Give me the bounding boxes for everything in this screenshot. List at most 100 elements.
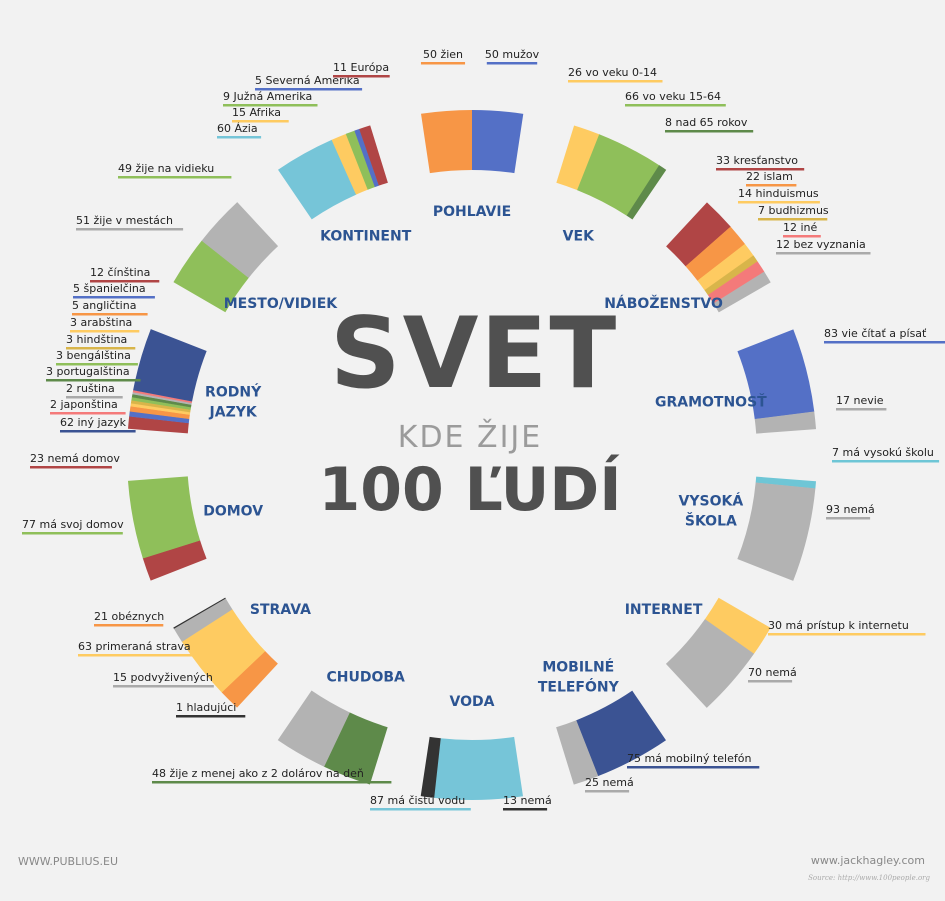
- segment-label-jazyk-9: 62 iný jazyk: [60, 416, 127, 429]
- main-headline: 100 ĽUDÍ: [318, 455, 622, 525]
- segment-underline-kontinent-0: [217, 136, 262, 139]
- segment-underline-gramotnost-1: [836, 408, 887, 411]
- segment-label-mesto-1: 51 žije v mestách: [76, 214, 173, 227]
- category-nabozenstvo: NÁBOŽENSTVO 33 kresťanstvo 22 islam 14 hind…: [604, 154, 871, 313]
- segment-underline-jazyk-3: [70, 330, 140, 333]
- segment-chudoba-0: [323, 712, 388, 785]
- category-vek: VEK 26 vo veku 0-14 66 vo veku 15-64 8 nad …: [556, 66, 754, 244]
- segment-nabozenstvo-3: [704, 255, 758, 296]
- segment-label-internet-0: 30 má prístup k internetu: [768, 619, 909, 632]
- segment-strava-1: [181, 609, 266, 693]
- segment-nabozenstvo-2: [697, 243, 754, 291]
- footer-site-left[interactable]: WWW.PUBLIUS.EU: [18, 855, 118, 868]
- category-label-jazyk: JAZYK: [209, 404, 258, 420]
- category-label-pohlavie: POHLAVIE: [433, 204, 511, 220]
- category-gramotnost: GRAMOTNOSŤ 83 vie čítať a písať 17 nevie: [655, 327, 945, 434]
- segment-label-vysoka-1: 93 nemá: [826, 503, 875, 516]
- segment-mobil-0: [576, 690, 666, 777]
- segment-underline-vysoka-0: [832, 460, 940, 463]
- category-chudoba: CHUDOBA 48 žije z menej ako z 2 dolárov n…: [152, 670, 405, 785]
- footer-site-right[interactable]: www.jackhagley.com: [810, 854, 925, 867]
- segment-label-vek-1: 66 vo veku 15-64: [625, 90, 721, 103]
- category-label-nabozenstvo: NÁBOŽENSTVO: [604, 295, 723, 312]
- segment-vysoka-0: [755, 476, 817, 489]
- category-domov: DOMOV 23 nemá domov 77 má svoj domov: [22, 452, 263, 581]
- segment-kontinent-1: [331, 133, 368, 195]
- segment-underline-jazyk-2: [72, 313, 148, 316]
- segment-strava-0: [221, 651, 278, 708]
- segment-label-voda-0: 87 má čistú vodu: [370, 794, 465, 807]
- segment-domov-0: [142, 540, 207, 581]
- segment-vek-1: [577, 134, 660, 216]
- segment-strava-2: [173, 598, 233, 642]
- segment-label-vek-0: 26 vo veku 0-14: [568, 66, 657, 79]
- category-internet: INTERNET 30 má prístup k internetu 70 nemá: [625, 597, 926, 708]
- segment-underline-pohlavie-1: [486, 62, 538, 65]
- segment-underline-jazyk-8: [50, 412, 126, 415]
- segment-underline-chudoba-0: [152, 781, 392, 784]
- segment-underline-voda-0: [370, 808, 471, 811]
- segment-domov-1: [127, 476, 201, 559]
- segment-label-domov-0: 23 nemá domov: [30, 452, 120, 465]
- segment-jazyk-4: [130, 400, 191, 413]
- segment-jazyk-0: [127, 416, 189, 434]
- segment-label-jazyk-8: 2 japonština: [50, 398, 118, 411]
- segment-underline-kontinent-4: [333, 75, 390, 78]
- category-pohlavie: POHLAVIE 50 žien 50 mužov: [420, 48, 540, 220]
- segment-underline-strava-1: [78, 654, 198, 657]
- segment-label-strava-3: 1 hladujúci: [176, 701, 236, 714]
- segment-underline-jazyk-7: [66, 396, 123, 399]
- segment-label-nabozenstvo-1: 22 islam: [746, 170, 793, 183]
- segment-pohlavie-1: [472, 110, 524, 174]
- segment-underline-internet-0: [768, 633, 926, 636]
- segment-label-jazyk-4: 3 hindština: [66, 333, 127, 346]
- segment-label-mobil-0: 75 má mobilný telefón: [627, 752, 751, 765]
- segment-label-gramotnost-0: 83 vie čítať a písať: [824, 327, 927, 340]
- segment-underline-nabozenstvo-2: [738, 201, 820, 204]
- category-voda: VODA 87 má čistú vodu 13 nemá: [370, 694, 552, 811]
- segment-kontinent-2: [345, 130, 376, 190]
- segment-label-domov-1: 77 má svoj domov: [22, 518, 124, 531]
- segment-label-jazyk-1: 5 španielčina: [73, 282, 146, 295]
- segment-label-kontinent-4: 11 Európa: [333, 61, 389, 74]
- segment-vysoka-1: [737, 482, 816, 581]
- segment-voda-0: [433, 736, 523, 801]
- segment-kontinent-0: [278, 139, 357, 220]
- segment-jazyk-2: [129, 406, 190, 420]
- segment-jazyk-9: [133, 329, 207, 402]
- category-strava: STRAVA 21 obéznych 63 primeraná strava 15 p…: [78, 597, 311, 718]
- segment-underline-voda-1: [503, 808, 548, 811]
- category-label-gramotnost: GRAMOTNOSŤ: [655, 392, 767, 410]
- category-label-jazyk: RODNÝ: [205, 382, 262, 400]
- segment-label-jazyk-3: 3 arabština: [70, 316, 132, 329]
- category-label-domov: DOMOV: [203, 504, 263, 520]
- segment-voda-1: [420, 736, 441, 798]
- segment-underline-mesto-0: [118, 176, 232, 179]
- category-label-strava: STRAVA: [250, 602, 311, 618]
- segment-underline-domov-1: [22, 532, 123, 535]
- segment-label-voda-1: 13 nemá: [503, 794, 552, 807]
- segment-label-jazyk-7: 2 ruština: [66, 382, 115, 395]
- segment-underline-kontinent-2: [223, 104, 318, 107]
- segment-underline-jazyk-1: [73, 296, 155, 299]
- segment-vek-2: [626, 165, 667, 220]
- segment-underline-mesto-1: [76, 228, 184, 231]
- segment-nabozenstvo-1: [685, 226, 746, 281]
- category-label-vek: VEK: [563, 228, 595, 244]
- segment-jazyk-7: [132, 391, 192, 405]
- segment-underline-nabozenstvo-4: [783, 235, 821, 238]
- segment-mobil-1: [556, 720, 599, 785]
- category-mobil: MOBILNÉ TELEFÓNY 75 má mobilný telefón 25 n…: [538, 659, 760, 793]
- segment-label-chudoba-0: 48 žije z menej ako z 2 dolárov na deň: [152, 767, 364, 780]
- footer-source: Source: http://www.100people.org: [808, 874, 930, 882]
- segment-underline-jazyk-4: [66, 347, 136, 350]
- segment-internet-1: [665, 619, 755, 708]
- segment-label-jazyk-6: 3 portugalština: [46, 365, 130, 378]
- segment-underline-jazyk-9: [60, 430, 136, 433]
- segment-nabozenstvo-5: [713, 271, 771, 313]
- segment-label-jazyk-2: 5 angličtina: [72, 299, 136, 312]
- segment-label-strava-0: 21 obéznych: [94, 610, 164, 623]
- category-label-vysoka: ŠKOLA: [685, 512, 737, 530]
- main-subtitle: KDE ŽIJE: [397, 420, 543, 455]
